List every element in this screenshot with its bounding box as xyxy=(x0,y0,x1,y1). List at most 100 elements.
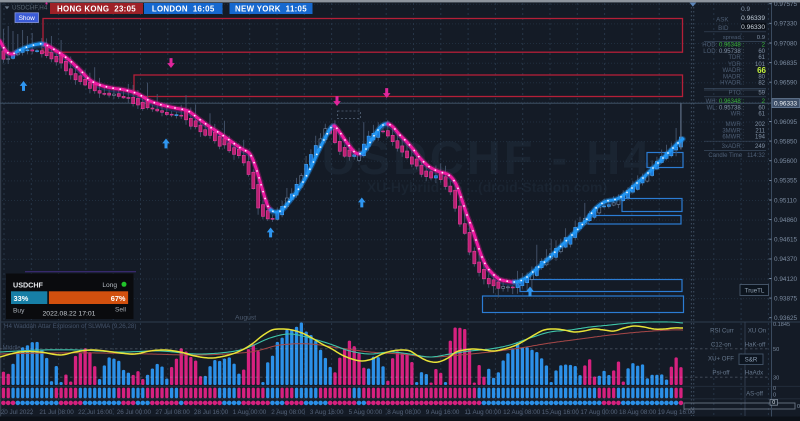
svg-text:0.95600: 0.95600 xyxy=(774,158,798,165)
svg-text:Long: Long xyxy=(102,282,117,289)
svg-text:LONDON 16:05: LONDON 16:05 xyxy=(152,5,215,14)
svg-text:0: 0 xyxy=(773,386,776,392)
svg-text:ASK: ASK xyxy=(716,16,729,23)
svg-text:0.94370: 0.94370 xyxy=(774,256,798,263)
svg-text:11 Aug 00:00: 11 Aug 00:00 xyxy=(465,409,502,416)
svg-text:0.95850: 0.95850 xyxy=(774,138,798,145)
svg-text:MADR :: MADR : xyxy=(723,74,744,80)
svg-text:3MWR :: 3MWR : xyxy=(722,128,744,134)
svg-text:3xADR :: 3xADR : xyxy=(722,144,745,150)
svg-text:0.93875: 0.93875 xyxy=(774,295,798,302)
svg-text:HONG KONG 23:05: HONG KONG 23:05 xyxy=(57,5,136,14)
svg-text:0.96095: 0.96095 xyxy=(774,119,798,126)
svg-text:60: 60 xyxy=(758,105,765,111)
svg-text:20 Jul 2022: 20 Jul 2022 xyxy=(1,409,34,416)
svg-text:WR :: WR : xyxy=(731,112,745,118)
svg-text:AS-off: AS-off xyxy=(746,390,763,397)
svg-text:33%: 33% xyxy=(14,294,29,303)
svg-text:50: 50 xyxy=(773,347,779,353)
svg-text:67%: 67% xyxy=(111,294,126,303)
svg-text:0.97080: 0.97080 xyxy=(774,40,798,47)
svg-text:27 Jul 08:00: 27 Jul 08:00 xyxy=(155,409,190,416)
svg-text:12 Aug 08:00: 12 Aug 08:00 xyxy=(503,409,541,416)
svg-text:HaK-off: HaK-off xyxy=(745,342,766,349)
svg-text:61: 61 xyxy=(758,55,765,61)
svg-text:RSI Curr: RSI Curr xyxy=(710,328,734,335)
svg-text:19 Aug 16:00: 19 Aug 16:00 xyxy=(658,409,696,416)
svg-text:XU+ OFF: XU+ OFF xyxy=(708,356,734,363)
svg-text:0.95355: 0.95355 xyxy=(774,178,798,185)
svg-text:60: 60 xyxy=(758,49,765,55)
svg-text:82: 82 xyxy=(758,81,765,87)
svg-text:0.94615: 0.94615 xyxy=(774,237,798,244)
svg-text:LOD: 0.95738 :: LOD: 0.95738 : xyxy=(703,49,744,55)
svg-text:0.96590: 0.96590 xyxy=(774,80,798,87)
svg-text:2022.08.22 17:01: 2022.08.22 17:01 xyxy=(43,310,96,317)
svg-text:MWR :: MWR : xyxy=(726,122,745,128)
svg-text:0.96339: 0.96339 xyxy=(741,15,765,22)
svg-text:30: 30 xyxy=(773,376,779,382)
svg-text:0.95110: 0.95110 xyxy=(774,197,797,204)
svg-text:Psi-off: Psi-off xyxy=(712,370,729,377)
svg-text:XU-Hybriid 4.5 ...(droid-Stati: XU-Hybriid 4.5 ...(droid-Station.com) xyxy=(367,179,607,195)
svg-text:15 Aug 16:00: 15 Aug 16:00 xyxy=(542,409,580,416)
svg-text:0.96330: 0.96330 xyxy=(741,24,765,31)
svg-text:BID: BID xyxy=(718,25,729,32)
svg-text:3 Aug 16:00: 3 Aug 16:00 xyxy=(310,409,344,416)
svg-text:PTO :: PTO : xyxy=(728,91,744,97)
svg-text:194: 194 xyxy=(755,135,766,141)
svg-text:26 Jul 00:00: 26 Jul 00:00 xyxy=(117,409,152,416)
svg-text:0: 0 xyxy=(772,400,775,406)
svg-text:S&R: S&R xyxy=(745,357,758,364)
svg-text:0.97330: 0.97330 xyxy=(774,21,798,28)
svg-text:spread :: spread : xyxy=(723,35,745,41)
svg-text:249: 249 xyxy=(755,144,766,150)
svg-text:2 Aug 08:00: 2 Aug 08:00 xyxy=(271,409,305,416)
svg-text:0: 0 xyxy=(797,404,800,410)
svg-text:WL: 0.95738 :: WL: 0.95738 : xyxy=(707,105,745,111)
svg-text:211: 211 xyxy=(755,128,765,134)
svg-text:66: 66 xyxy=(757,66,766,75)
svg-text:202: 202 xyxy=(755,122,766,128)
svg-text:1 Aug 00:00: 1 Aug 00:00 xyxy=(233,409,267,416)
svg-text:8 Aug 08:00: 8 Aug 08:00 xyxy=(387,409,421,416)
svg-text:WH: 0.96348 :: WH: 0.96348 : xyxy=(706,99,745,105)
svg-text:0.1845: 0.1845 xyxy=(773,322,790,328)
svg-text:Middle: Middle xyxy=(3,345,22,352)
svg-text:6MWR :: 6MWR : xyxy=(722,135,744,141)
svg-text:August: August xyxy=(235,315,256,322)
svg-text:HaAdx: HaAdx xyxy=(745,370,763,377)
svg-text:21 Jul 08:00: 21 Jul 08:00 xyxy=(39,409,74,416)
svg-text:0.96835: 0.96835 xyxy=(774,60,798,67)
svg-text:28 Jul 16:00: 28 Jul 16:00 xyxy=(194,409,229,416)
svg-text:0.9: 0.9 xyxy=(741,6,750,13)
svg-text:Candle Time 114:32: Candle Time 114:32 xyxy=(708,153,765,159)
svg-text:61: 61 xyxy=(758,112,765,118)
svg-text:Show: Show xyxy=(19,15,36,22)
svg-text:2: 2 xyxy=(762,43,766,49)
svg-text:101: 101 xyxy=(755,62,766,68)
svg-text:0.9: 0.9 xyxy=(757,35,765,41)
svg-text:NEW YORK 11:05: NEW YORK 11:05 xyxy=(235,5,307,14)
svg-text:C12-on: C12-on xyxy=(711,342,731,349)
svg-text:0.96333: 0.96333 xyxy=(774,101,798,108)
svg-text:XU On: XU On xyxy=(748,328,766,335)
svg-text:2: 2 xyxy=(762,99,766,105)
svg-text:0.97575: 0.97575 xyxy=(774,1,798,8)
svg-text:H4 Waddah Attar Explosion of S: H4 Waddah Attar Explosion of SLWMA (9,26… xyxy=(4,323,136,330)
svg-text:YDR :: YDR : xyxy=(728,62,744,68)
svg-text:0.93625: 0.93625 xyxy=(774,315,798,322)
svg-text:WADR :: WADR : xyxy=(723,68,745,74)
svg-text:5 Aug 00:00: 5 Aug 00:00 xyxy=(349,409,383,416)
svg-text:59: 59 xyxy=(758,91,765,97)
svg-text:0.94120: 0.94120 xyxy=(774,276,798,283)
svg-text:USDCHF: USDCHF xyxy=(13,281,44,290)
svg-text:80: 80 xyxy=(758,74,765,80)
svg-text:HOD: 0.96348 :: HOD: 0.96348 : xyxy=(702,43,744,49)
svg-text:0.94860: 0.94860 xyxy=(774,217,798,224)
svg-text:18 Aug 08:00: 18 Aug 08:00 xyxy=(619,409,657,416)
svg-text:9 Aug 16:00: 9 Aug 16:00 xyxy=(426,409,460,416)
svg-text:17 Aug 00:00: 17 Aug 00:00 xyxy=(580,409,618,416)
svg-text:USDCHF,H4: USDCHF,H4 xyxy=(12,5,48,12)
svg-text:HYADR :: HYADR : xyxy=(720,81,744,87)
